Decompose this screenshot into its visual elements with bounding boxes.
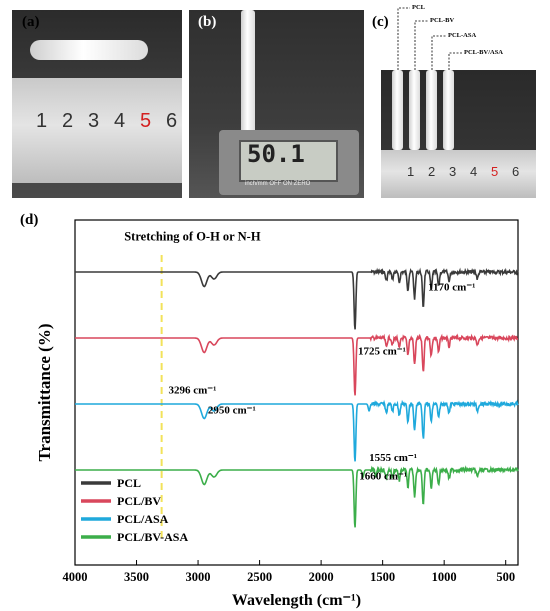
- panel-label-a: (a): [22, 14, 40, 30]
- ruler-number: 2: [62, 110, 74, 132]
- ruler-number: 5: [140, 110, 152, 132]
- x-tick-label: 3000: [186, 570, 211, 584]
- ruler-number: 6: [512, 164, 520, 179]
- x-tick-label: 1500: [370, 570, 395, 584]
- legend-label: PCL/ASA: [117, 512, 169, 526]
- tube-pcl-bv-asa: [443, 70, 454, 150]
- caliper-buttons-strip: inch/mm OFF ON ZERO: [245, 181, 311, 187]
- x-tick-label: 2000: [309, 570, 334, 584]
- ruler-number: 4: [470, 164, 478, 179]
- ruler-number: 4: [114, 110, 126, 132]
- leader-pcl: [397, 7, 410, 70]
- x-tick-label: 1000: [432, 570, 457, 584]
- ruler-number: 5: [491, 164, 499, 179]
- panel-label-c: (c): [372, 14, 389, 30]
- caliper-readout: 50.1: [247, 140, 305, 168]
- annotation-6: 1660 cm⁻¹: [359, 471, 407, 483]
- annotation-5: 1555 cm⁻¹: [369, 452, 417, 464]
- annotation-2: 1725 cm⁻¹: [358, 346, 406, 358]
- plot-frame: [74, 219, 519, 566]
- tube-label-pcl-bv: PCL-BV: [430, 17, 455, 24]
- y-axis-label: Transmittance (%): [35, 323, 54, 461]
- annotation-0: Stretching of O-H or N-H: [124, 230, 261, 244]
- leader-pcl-bv: [414, 20, 428, 70]
- ftir-chart: Stretching of O-H or N-H 1170 cm⁻¹ 1725 cm…: [35, 219, 519, 609]
- tube-label-pcl: PCL: [412, 4, 425, 11]
- series-line-pcl-asa: [75, 399, 519, 462]
- photo-panel-b: 50.1 inch/mm OFF ON ZERO: [189, 10, 364, 198]
- tube-label-pcl-bv-asa: PCL-BV/ASA: [464, 49, 504, 56]
- leader-pcl-asa: [431, 35, 446, 70]
- caliper-screen: [239, 140, 338, 182]
- legend-label: PCL/BV: [117, 494, 161, 508]
- ruler-number: 3: [88, 110, 100, 132]
- tube-label-pcl-asa: PCL-ASA: [448, 32, 477, 39]
- tube-pcl: [392, 70, 403, 150]
- annotation-3: 3296 cm⁻¹: [169, 385, 217, 397]
- series-line-pcl-bv-asa: [75, 465, 519, 528]
- series-line-pcl: [75, 267, 519, 330]
- tube-pcl-bv: [409, 70, 420, 150]
- leader-pcl-bv-asa: [448, 52, 462, 70]
- ruler-number: 1: [407, 164, 415, 179]
- ruler-number: 1: [36, 110, 48, 132]
- x-tick-label: 4000: [63, 570, 88, 584]
- series-line-pcl-bv: [75, 333, 518, 396]
- x-tick-label: 3500: [124, 570, 149, 584]
- ruler-number: 3: [449, 164, 457, 179]
- x-tick-label: 2500: [247, 570, 272, 584]
- scaffold-tube-vertical: [241, 10, 255, 160]
- tube-pcl-asa: [426, 70, 437, 150]
- tube-label-leaders: [397, 7, 462, 70]
- annotation-1: 1170 cm⁻¹: [428, 282, 475, 294]
- annotation-4: 2950 cm⁻¹: [208, 405, 256, 417]
- panel-label-b: (b): [198, 14, 217, 30]
- ruler-number: 6: [166, 110, 178, 132]
- legend-label: PCL/BV-ASA: [117, 530, 188, 544]
- x-axis-label: Wavelength (cm⁻¹): [232, 592, 361, 609]
- scaffold-tube: [30, 40, 148, 60]
- plot-area: Stretching of O-H or N-H 1170 cm⁻¹ 1725 cm…: [35, 219, 519, 609]
- ruler-number: 2: [428, 164, 436, 179]
- x-tick-label: 500: [496, 570, 515, 584]
- steel-ruler: [12, 78, 182, 183]
- steel-ruler: [381, 150, 536, 198]
- panel-label-d: (d): [20, 212, 39, 228]
- legend-label: PCL: [117, 476, 141, 490]
